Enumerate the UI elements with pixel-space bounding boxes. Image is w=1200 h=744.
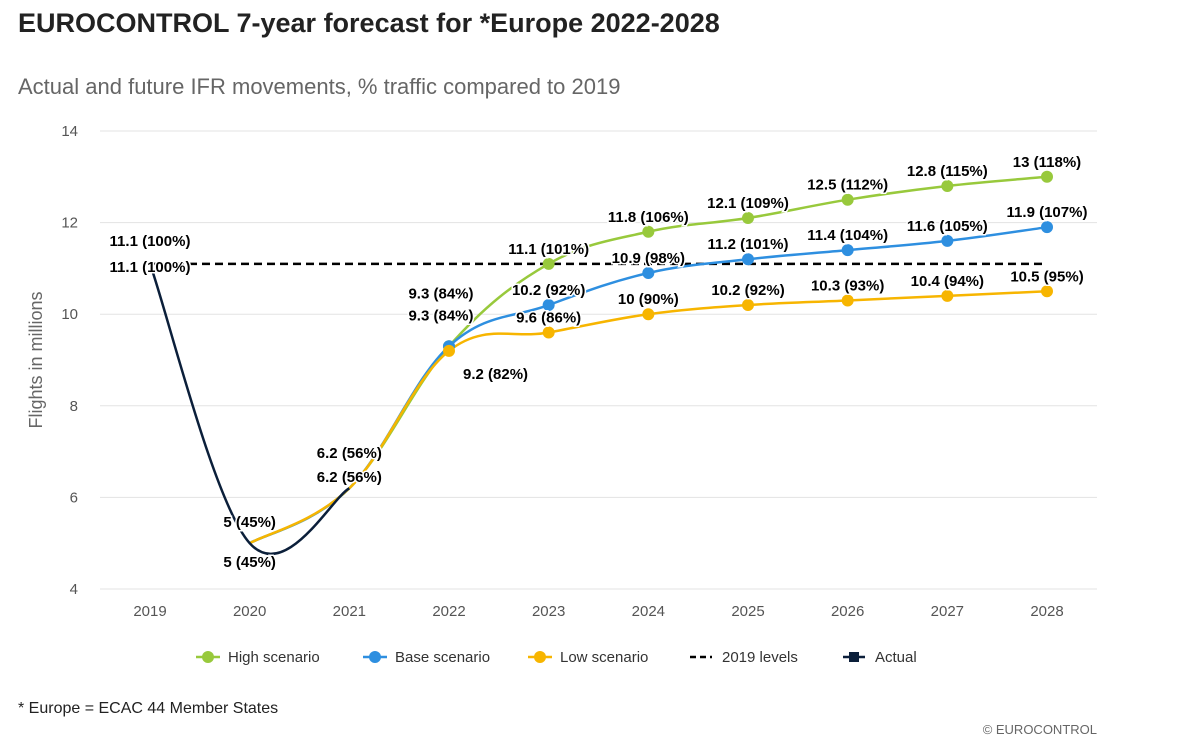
data-point [742,299,754,312]
chart-subtitle: Actual and future IFR movements, % traff… [18,74,621,99]
y-axis-label: Flights in millions [26,291,46,428]
x-tick-label: 2023 [532,603,565,620]
legend-item: Actual [875,649,917,666]
x-tick-label: 2026 [831,603,864,620]
y-tick-label: 12 [61,215,78,232]
data-label: 5 (45%) [223,514,276,531]
data-label: 9.6 (86%) [516,310,581,327]
legend-item: Base scenario [395,649,490,666]
legend-item: Low scenario [560,649,648,666]
data-label: 11.6 (105%) [907,218,988,235]
legend-marker [534,651,546,663]
data-label: 10.3 (93%) [811,277,884,294]
y-tick-label: 14 [61,123,78,140]
series-line-low-scenario [249,290,1048,545]
x-tick-label: 2027 [931,603,964,620]
data-label: 13 (118%) [1013,154,1081,171]
data-label: 9.3 (84%) [408,285,473,302]
data-label: 9.3 (84%) [408,307,473,324]
data-label: 10.2 (92%) [711,282,784,299]
legend-marker [202,651,214,663]
data-label: 12.1 (109%) [707,195,789,212]
data-label: 11.1 (100%) [110,259,191,276]
data-point [841,244,854,257]
y-tick-label: 8 [70,398,78,415]
data-point [542,257,555,270]
x-tick-label: 2025 [731,603,764,620]
y-tick-label: 6 [70,489,78,506]
data-label: 5 (45%) [223,554,276,571]
footnote: * Europe = ECAC 44 Member States [18,700,279,717]
data-label: 10 (90%) [618,291,679,308]
data-label: 10.2 (92%) [512,282,585,299]
data-point [941,289,954,302]
x-tick-label: 2028 [1030,603,1063,620]
data-label: 11.4 (104%) [807,227,888,244]
legend-marker [369,651,381,663]
data-point [542,299,555,312]
data-point [841,294,854,307]
y-tick-label: 4 [70,581,78,598]
data-point [841,193,854,206]
chart-title: EUROCONTROL 7-year forecast for *Europe … [18,8,720,38]
x-tick-label: 2024 [632,603,665,620]
data-label: 11.2 (101%) [708,236,789,253]
data-label: 10.4 (94%) [911,273,984,290]
data-label: 11.1 (100%) [110,233,191,250]
data-label: 11.9 (107%) [1007,204,1088,221]
data-point [443,344,455,357]
legend-item: 2019 levels [722,649,798,666]
data-point [642,266,655,279]
data-label: 6.2 (56%) [317,469,382,486]
data-label: 6.2 (56%) [317,445,382,462]
legend-item: High scenario [228,649,320,666]
data-label: 10.9 (98%) [612,250,685,267]
data-label: 11.1 (101%) [508,241,589,258]
data-point [742,253,754,266]
data-point [1041,170,1053,183]
data-point [1041,221,1053,234]
data-point [742,212,754,225]
data-label: 9.2 (82%) [463,366,528,383]
x-tick-label: 2021 [333,603,366,620]
series-line-actual [148,263,351,556]
legend-marker [849,652,859,662]
data-point [642,308,655,321]
y-tick-label: 10 [61,306,78,323]
data-point [941,179,954,192]
data-label: 12.8 (115%) [907,163,988,180]
data-label: 11.8 (106%) [608,209,689,226]
data-point [941,234,954,247]
x-tick-label: 2019 [133,603,166,620]
data-point [642,225,655,238]
data-point [542,326,555,339]
data-label: 12.5 (112%) [807,177,888,194]
data-label: 10.5 (95%) [1010,268,1083,285]
credit: © EUROCONTROL [982,722,1097,737]
x-tick-label: 2022 [432,603,465,620]
x-tick-label: 2020 [233,603,266,620]
data-point [1041,285,1053,298]
